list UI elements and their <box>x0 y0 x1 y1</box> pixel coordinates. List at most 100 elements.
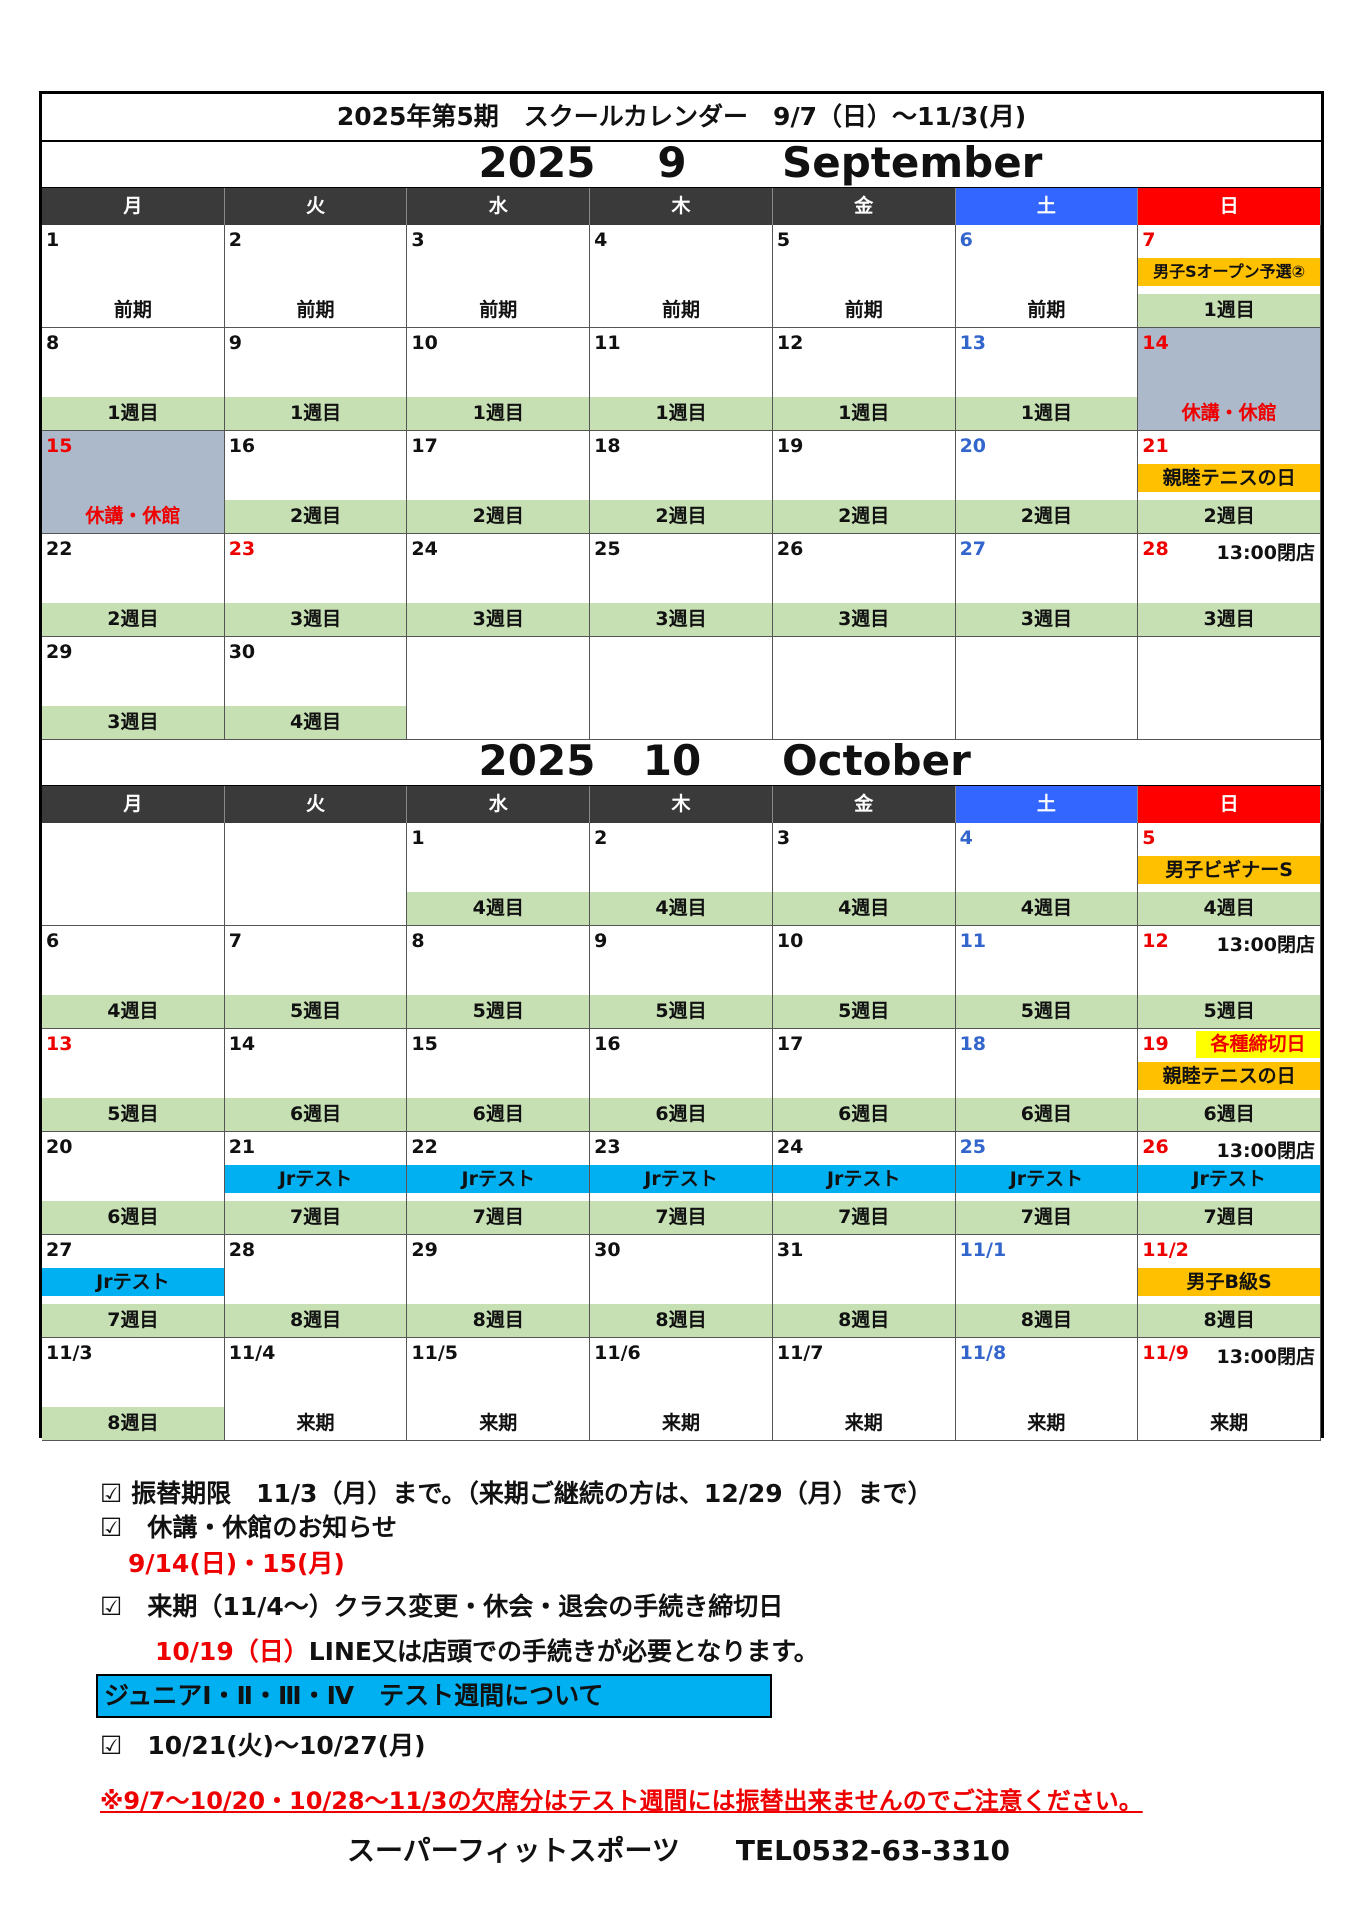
day-number: 11/9 <box>1142 1342 1189 1364</box>
weekday-header: 水 <box>407 786 591 823</box>
day-number: 10 <box>411 332 438 354</box>
day-cell: 22 Jrテスト 7週目 <box>407 1132 591 1235</box>
day-number: 26 <box>776 538 804 560</box>
day-cell: 10 1週目 <box>407 328 591 431</box>
day-cell: 11/1 8週目 <box>955 1235 1139 1338</box>
period-label: 7週目 <box>42 1304 224 1337</box>
event: Jrテスト <box>590 1165 772 1193</box>
weekday-header: 金 <box>772 188 956 225</box>
period-label: 2週目 <box>955 500 1138 533</box>
day-cell: 1 4週目 <box>407 823 591 926</box>
day-cell: 15 休講・休館 <box>42 431 225 534</box>
deadline-tag: 各種締切日 <box>1195 1031 1320 1058</box>
day-cell: 19 2週目 <box>772 431 956 534</box>
event: 男子Sオープン予選② <box>1138 258 1320 286</box>
weekday-header: 月 <box>42 188 225 225</box>
period-label: 来期 <box>1210 1412 1249 1434</box>
day-number: 19 <box>776 435 804 457</box>
day-cell: 20 2週目 <box>955 431 1139 534</box>
day-number: 5 <box>776 229 791 251</box>
day-cell: 12 13:00閉店 5週目 <box>1138 926 1321 1029</box>
day-number: 28 <box>1142 538 1169 560</box>
day-cell: 11 5週目 <box>955 926 1139 1029</box>
period-label: 1週目 <box>407 397 590 430</box>
period-label: 6週目 <box>224 1098 407 1131</box>
day-cell: 7 男子Sオープン予選② 1週目 <box>1138 225 1321 328</box>
day-cell: 17 2週目 <box>407 431 591 534</box>
day-number: 11/5 <box>411 1342 459 1364</box>
day-number: 30 <box>594 1239 621 1261</box>
period-label: 来期 <box>661 1412 700 1434</box>
day-number: 10 <box>776 930 804 952</box>
day-cell: 11/6 来期 <box>590 1338 773 1441</box>
day-cell: 27 Jrテスト 7週目 <box>42 1235 225 1338</box>
period-label: 4週目 <box>407 892 590 925</box>
day-number: 5 <box>1142 827 1156 849</box>
day-cell: 25 3週目 <box>590 534 773 637</box>
day-number: 21 <box>228 1136 256 1158</box>
period-label: 3週目 <box>407 603 590 636</box>
day-number: 1 <box>46 229 60 251</box>
day-cell: 4 前期 <box>590 225 773 328</box>
period-label: 5週目 <box>1138 995 1320 1028</box>
event: 親睦テニスの日 <box>1138 464 1320 492</box>
day-cell: 5 男子ビギナーS 4週目 <box>1138 823 1321 926</box>
weekday-header: 月 <box>42 786 225 823</box>
day-cell: 14 休講・休館 <box>1138 328 1321 431</box>
day-number: 14 <box>1142 332 1169 354</box>
day-number: 20 <box>959 435 987 457</box>
weekday-header: 火 <box>224 786 408 823</box>
weekday-header: 木 <box>590 786 773 823</box>
event: 男子B級S <box>1138 1268 1320 1296</box>
period-label: 4週目 <box>1138 892 1320 925</box>
warning: ※9/7～10/20・10/28～11/3の欠席分はテスト週間には振替出来ません… <box>100 1787 1143 1815</box>
weekday-header: 水 <box>407 188 591 225</box>
weekday-header: 木 <box>590 188 773 225</box>
period-label: 7週目 <box>1138 1201 1320 1234</box>
period-label: 1週目 <box>955 397 1138 430</box>
day-number: 11 <box>594 332 621 354</box>
day-number: 31 <box>776 1239 804 1261</box>
day-cell: 26 3週目 <box>772 534 956 637</box>
day-number: 14 <box>228 1033 256 1055</box>
calendar-title: 2025年第5期 スクールカレンダー 9/7（日）～11/3(月) <box>42 94 1321 142</box>
period-label: 2週目 <box>407 500 590 533</box>
period-label: 2週目 <box>590 500 772 533</box>
closing-note: 13:00閉店 <box>1216 1140 1315 1162</box>
day-number: 4 <box>594 229 608 251</box>
day-cell: 26 13:00閉店 Jrテスト 7週目 <box>1138 1132 1321 1235</box>
period-label: 7週目 <box>590 1201 772 1234</box>
day-number: 8 <box>411 930 425 952</box>
period-label: 休講・休館 <box>85 505 181 527</box>
day-cell: 6 前期 <box>955 225 1139 328</box>
day-cell <box>590 637 773 740</box>
day-number: 22 <box>411 1136 438 1158</box>
month-name: October <box>782 736 971 785</box>
month-number: 9 <box>657 138 687 187</box>
day-number: 12 <box>1142 930 1169 952</box>
period-label: 2週目 <box>224 500 407 533</box>
day-cell: 20 6週目 <box>42 1132 225 1235</box>
period-label: 1週目 <box>772 397 955 430</box>
period-label: 2週目 <box>1138 500 1320 533</box>
day-number: 13 <box>46 1033 73 1055</box>
day-number: 29 <box>411 1239 438 1261</box>
day-cell <box>224 823 408 926</box>
procedure-date: 10/19（日） <box>155 1637 309 1666</box>
period-label: 1週目 <box>590 397 772 430</box>
day-cell <box>42 823 225 926</box>
day-number: 17 <box>776 1033 804 1055</box>
period-label: 5週目 <box>42 1098 224 1131</box>
day-number: 21 <box>1142 435 1169 457</box>
event: 男子ビギナーS <box>1138 856 1320 884</box>
day-number: 7 <box>1142 229 1156 251</box>
day-cell: 23 3週目 <box>224 534 408 637</box>
day-cell: 1 前期 <box>42 225 225 328</box>
day-number: 11/6 <box>594 1342 641 1364</box>
day-number: 18 <box>959 1033 987 1055</box>
day-cell: 27 3週目 <box>955 534 1139 637</box>
day-cell: 3 前期 <box>407 225 591 328</box>
day-number: 3 <box>776 827 791 849</box>
weekday-header: 土 <box>955 188 1139 225</box>
day-number: 11 <box>959 930 987 952</box>
